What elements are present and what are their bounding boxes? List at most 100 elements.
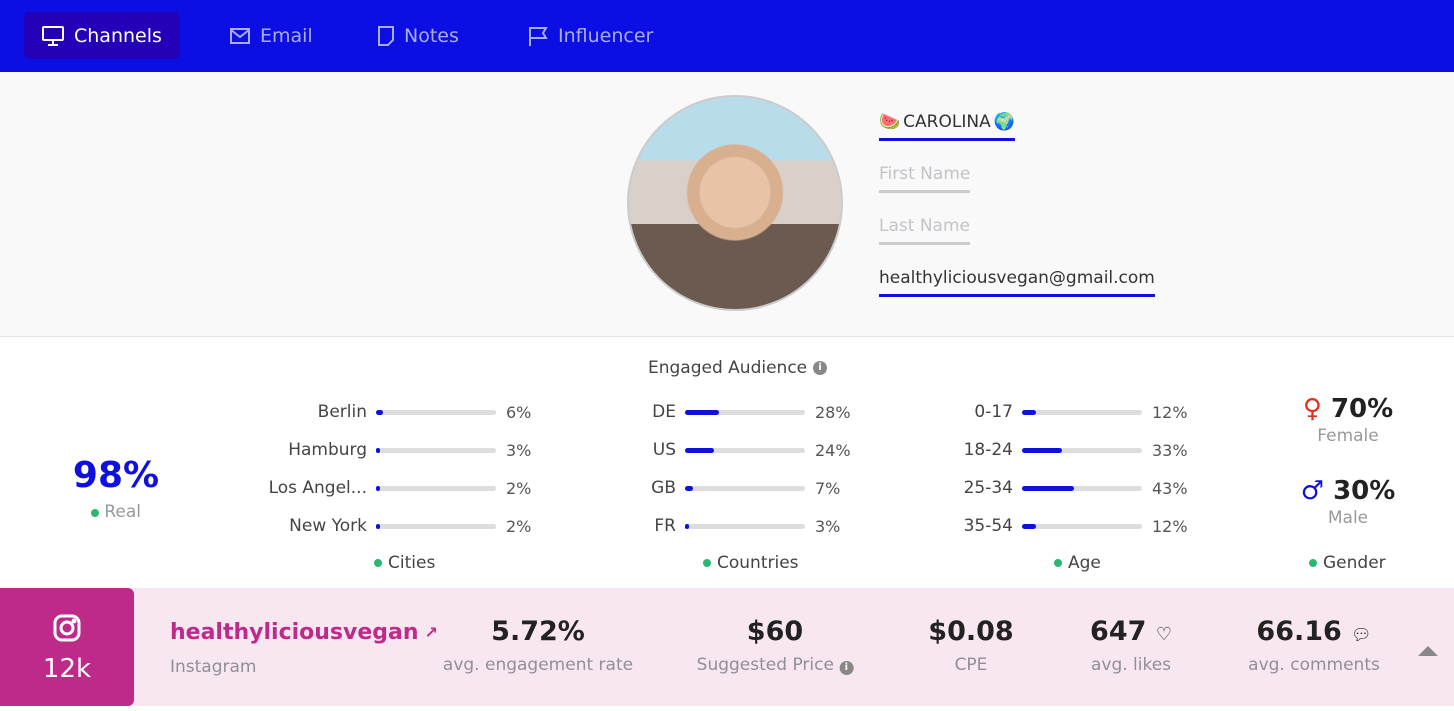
tab-label: Channels bbox=[74, 24, 162, 47]
cities-label: Berlin bbox=[317, 402, 367, 422]
info-icon[interactable]: i bbox=[839, 661, 854, 675]
cities-percent: 2% bbox=[506, 479, 532, 498]
age-percent: 12% bbox=[1152, 517, 1188, 536]
legend-countries: Countries bbox=[703, 553, 799, 573]
channel-row bbox=[134, 588, 1454, 706]
value: 5.72% bbox=[491, 616, 585, 647]
female-label: Female bbox=[1317, 426, 1379, 446]
countries-bar bbox=[685, 448, 805, 453]
countries-bar-fill bbox=[685, 410, 719, 415]
age-bar-fill bbox=[1022, 410, 1037, 415]
instagram-icon bbox=[53, 614, 81, 642]
countries-bar bbox=[685, 524, 805, 529]
label: Gender bbox=[1323, 553, 1386, 573]
label: Countries bbox=[717, 553, 799, 573]
display-name-field[interactable]: 🍉 CAROLINA 🌍 bbox=[879, 112, 1015, 141]
label: Real bbox=[104, 502, 142, 522]
countries-percent: 3% bbox=[815, 517, 841, 536]
cities-label: New York bbox=[289, 516, 367, 536]
age-bar bbox=[1022, 448, 1142, 453]
cities-bar-fill bbox=[376, 448, 380, 453]
follower-count: 12k bbox=[42, 654, 92, 684]
label: Cities bbox=[388, 553, 436, 573]
age-label: 18-24 bbox=[963, 440, 1013, 460]
instagram-badge[interactable]: 12k bbox=[0, 588, 134, 706]
legend-cities: Cities bbox=[374, 553, 435, 573]
countries-percent: 7% bbox=[815, 479, 841, 498]
handle: healthyliciousvegan bbox=[170, 620, 419, 645]
countries-percent: 28% bbox=[815, 403, 851, 422]
info-icon[interactable]: i bbox=[813, 361, 828, 375]
age-label: 35-54 bbox=[963, 516, 1013, 536]
label: Suggested Price i bbox=[697, 655, 854, 675]
real-label: Real bbox=[56, 502, 176, 522]
external-link-icon[interactable]: ↗ bbox=[424, 623, 438, 642]
display-name: CAROLINA bbox=[903, 112, 991, 132]
real-value: 98% bbox=[72, 455, 160, 496]
label: avg. engagement rate bbox=[442, 655, 634, 675]
email-field[interactable]: healthyliciousvegan@gmail.com bbox=[879, 268, 1155, 297]
tab-influencer[interactable]: Influencer bbox=[510, 12, 671, 59]
note-icon bbox=[378, 25, 394, 46]
metric-cpe: $0.08 CPE bbox=[928, 616, 1013, 675]
tab-label: Influencer bbox=[558, 24, 654, 47]
metric-price: $60 Suggested Price i bbox=[697, 616, 854, 675]
monitor-icon bbox=[42, 25, 64, 46]
tab-channels[interactable]: Channels bbox=[24, 12, 180, 59]
countries-label: DE bbox=[652, 402, 676, 422]
countries-bar-fill bbox=[685, 486, 694, 491]
male-value: 30% bbox=[1333, 476, 1396, 506]
real-audience: 98% Real bbox=[56, 455, 176, 522]
cities-percent: 6% bbox=[506, 403, 532, 422]
legend-gender: Gender bbox=[1309, 553, 1386, 573]
value: $60 bbox=[746, 616, 804, 647]
male-label: Male bbox=[1327, 508, 1369, 528]
cities-label: Los Angel... bbox=[268, 478, 367, 498]
female-value: 70% bbox=[1330, 394, 1394, 424]
age-label: 0-17 bbox=[974, 402, 1013, 422]
envelope-icon bbox=[230, 27, 250, 44]
age-bar bbox=[1022, 410, 1142, 415]
comment-icon: 💬︎ bbox=[1351, 625, 1372, 644]
cities-label: Hamburg bbox=[288, 440, 367, 460]
age-bar bbox=[1022, 486, 1142, 491]
tab-email[interactable]: Email bbox=[212, 12, 331, 59]
label: CPE bbox=[954, 655, 988, 675]
engaged-audience-title: Engaged Audience i bbox=[648, 358, 828, 378]
avatar[interactable] bbox=[627, 95, 843, 311]
channel-handle-link[interactable]: healthyliciousvegan ↗ bbox=[170, 620, 438, 645]
age-percent: 33% bbox=[1152, 441, 1188, 460]
cities-bar bbox=[376, 410, 496, 415]
age-label: 25-34 bbox=[963, 478, 1013, 498]
age-bar-fill bbox=[1022, 448, 1062, 453]
tab-label: Notes bbox=[404, 24, 459, 47]
countries-percent: 24% bbox=[815, 441, 851, 460]
cities-bar-fill bbox=[376, 410, 384, 415]
gender-female: ♀ 70% Female bbox=[1290, 394, 1406, 446]
countries-bar-fill bbox=[685, 524, 689, 529]
flag-icon bbox=[529, 26, 548, 46]
section-title: Engaged Audience bbox=[648, 358, 808, 378]
cities-bar bbox=[376, 486, 496, 491]
metric-engagement: 5.72% avg. engagement rate bbox=[443, 616, 633, 675]
age-percent: 12% bbox=[1152, 403, 1188, 422]
label-text: Suggested Price bbox=[696, 655, 834, 675]
cities-percent: 3% bbox=[506, 441, 532, 460]
tab-label: Email bbox=[260, 24, 313, 47]
collapse-caret-icon[interactable] bbox=[1418, 646, 1438, 656]
value: 66.16 bbox=[1256, 616, 1342, 647]
watermelon-icon: 🍉 bbox=[879, 112, 901, 132]
globe-icon: 🌍 bbox=[993, 112, 1015, 132]
cities-percent: 2% bbox=[506, 517, 532, 536]
countries-label: US bbox=[652, 440, 676, 460]
age-bar-fill bbox=[1022, 524, 1037, 529]
label: avg. comments bbox=[1248, 655, 1380, 675]
cities-bar bbox=[376, 524, 496, 529]
last-name-field[interactable]: Last Name bbox=[879, 216, 970, 245]
cities-bar-fill bbox=[376, 486, 380, 491]
tab-notes[interactable]: Notes bbox=[360, 12, 477, 59]
countries-bar bbox=[685, 410, 805, 415]
first-name-field[interactable]: First Name bbox=[879, 164, 971, 193]
legend-age: Age bbox=[1054, 553, 1101, 573]
countries-bar-fill bbox=[685, 448, 714, 453]
